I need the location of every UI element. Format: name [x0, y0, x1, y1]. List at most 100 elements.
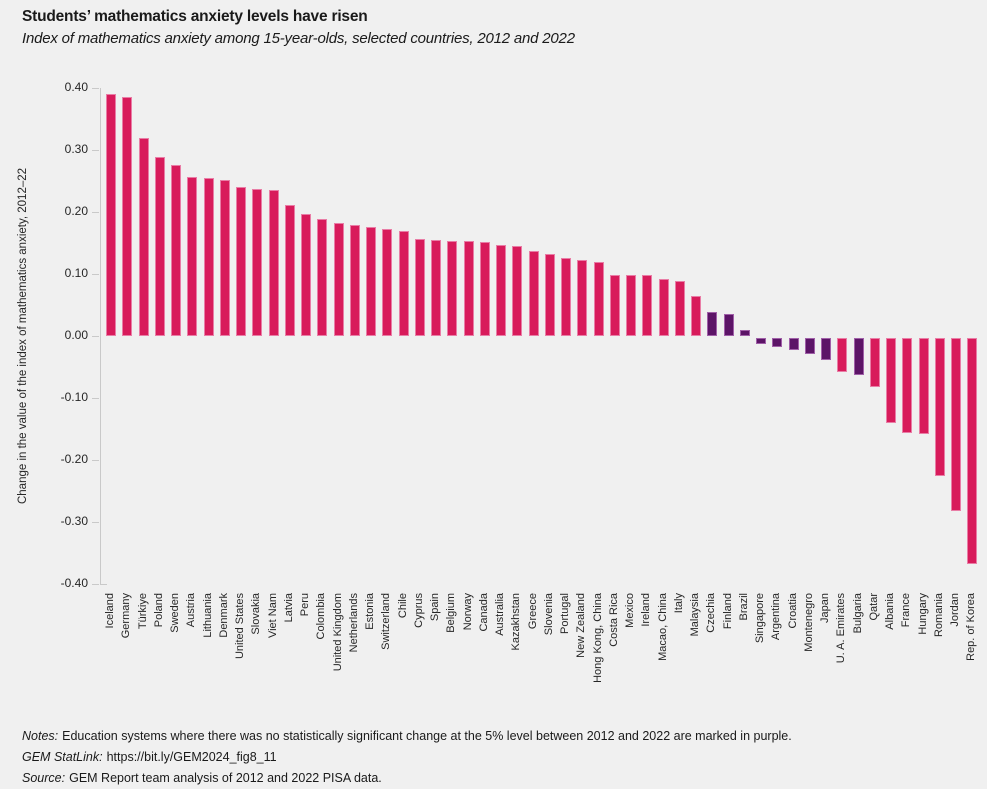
bar [593, 262, 604, 336]
x-axis-label: Ireland [640, 593, 653, 627]
bar [496, 244, 506, 336]
y-tick-mark [92, 88, 99, 89]
bar [853, 338, 864, 375]
x-axis-label: Denmark [217, 593, 230, 638]
bar [561, 257, 571, 336]
source-line: Source: GEM Report team analysis of 2012 … [22, 768, 792, 789]
bar [821, 338, 831, 361]
bar [317, 218, 328, 336]
x-axis-label: Poland [152, 593, 165, 628]
bar [739, 330, 750, 336]
bar [886, 338, 896, 423]
bar [691, 295, 701, 336]
bar [544, 253, 555, 336]
x-axis-label: Qatar [867, 593, 880, 621]
bar [918, 338, 929, 435]
bar [366, 226, 376, 336]
x-axis-label: United Kingdom [331, 593, 344, 672]
bar [187, 176, 198, 336]
source-label: Source: [22, 771, 66, 785]
x-axis-label: Sweden [169, 593, 181, 633]
x-axis-label: Türkiye [136, 593, 149, 630]
x-axis-label: Iceland [104, 593, 116, 629]
x-axis-label: Colombia [315, 593, 328, 640]
bar [398, 230, 409, 336]
bar [642, 275, 653, 336]
x-axis-label: Portugal [559, 593, 571, 634]
x-axis-label: Rep. of Korea [965, 593, 978, 661]
bar [707, 311, 718, 336]
x-axis-label: Macao, China [656, 593, 669, 661]
bar [723, 313, 734, 336]
x-axis-label: Chile [396, 593, 409, 619]
y-tick-mark [92, 460, 99, 461]
y-tick-label: 0.00 [64, 328, 88, 342]
x-axis-label: Mexico [624, 593, 636, 628]
page-subtitle: Index of mathematics anxiety among 15-ye… [22, 30, 575, 47]
y-tick-label: -0.30 [60, 514, 88, 528]
y-tick-label: 0.40 [64, 80, 88, 94]
x-axis-label: United States [234, 593, 246, 660]
bar [951, 338, 961, 511]
x-axis-label: France [900, 593, 913, 628]
x-axis-label: Estonia [364, 593, 376, 630]
bar [463, 241, 474, 336]
x-axis-label: Slovenia [542, 593, 555, 636]
bar [447, 240, 458, 336]
y-tick-label: -0.10 [60, 390, 88, 404]
x-axis-label: New Zealand [575, 593, 588, 658]
bar [414, 239, 425, 336]
x-axis-label: Romania [932, 593, 945, 638]
x-axis-label: Netherlands [347, 593, 360, 653]
y-axis-line [100, 88, 101, 585]
x-axis-label: Czechia [705, 593, 718, 633]
notes-text: Education systems where there was no sta… [62, 729, 792, 743]
source-text: GEM Report team analysis of 2012 and 202… [69, 771, 382, 785]
x-axis-label: Austria [185, 593, 198, 628]
x-axis-label: Hong Kong, China [591, 593, 604, 683]
statlink-url[interactable]: https://bit.ly/GEM2024_fig8_11 [106, 750, 277, 764]
x-axis-label: Greece [526, 593, 539, 630]
x-axis-label: Norway [461, 593, 474, 631]
x-axis-label: Croatia [786, 593, 799, 629]
bar [626, 275, 636, 336]
y-axis-title: Change in the value of the index of math… [17, 167, 29, 505]
x-axis-line [100, 584, 107, 585]
bar [528, 251, 539, 336]
bar [349, 225, 360, 336]
bar [934, 338, 945, 477]
y-tick-label: -0.20 [60, 452, 88, 466]
notes-line: Notes: Education systems where there was … [22, 726, 792, 747]
bar [219, 180, 230, 336]
bar [512, 246, 523, 336]
bar [756, 338, 766, 344]
y-tick-label: 0.10 [64, 266, 88, 280]
bar [804, 338, 815, 354]
x-axis-label: Viet Nam [266, 593, 279, 639]
chart-footer: Notes: Education systems where there was … [22, 726, 792, 789]
x-axis-label: Lithuania [201, 593, 214, 638]
y-tick-label: -0.40 [60, 576, 88, 590]
x-axis-label: Italy [672, 593, 685, 614]
x-axis-label: Switzerland [380, 593, 393, 650]
x-axis-label: Australia [494, 593, 506, 636]
x-axis-label: Costa Rica [607, 593, 620, 647]
x-axis-label: Peru [299, 593, 311, 617]
y-tick-mark [92, 398, 99, 399]
x-axis-label: Jordan [949, 593, 961, 627]
x-axis-label: Cyprus [412, 593, 425, 628]
bar [301, 214, 311, 336]
bar [658, 278, 669, 336]
y-tick-mark [92, 584, 99, 585]
x-axis-label: Finland [721, 593, 734, 630]
y-tick-mark [92, 212, 99, 213]
y-tick-mark [92, 274, 99, 275]
x-axis-label: Latvia [282, 593, 295, 623]
x-axis-label: Hungary [916, 593, 929, 635]
x-axis-label: Bulgaria [851, 593, 864, 634]
bar [869, 338, 880, 387]
bar [154, 157, 165, 336]
bar [674, 280, 685, 336]
x-axis-label: Slovakia [250, 593, 263, 635]
x-axis-label: Canada [477, 593, 490, 632]
